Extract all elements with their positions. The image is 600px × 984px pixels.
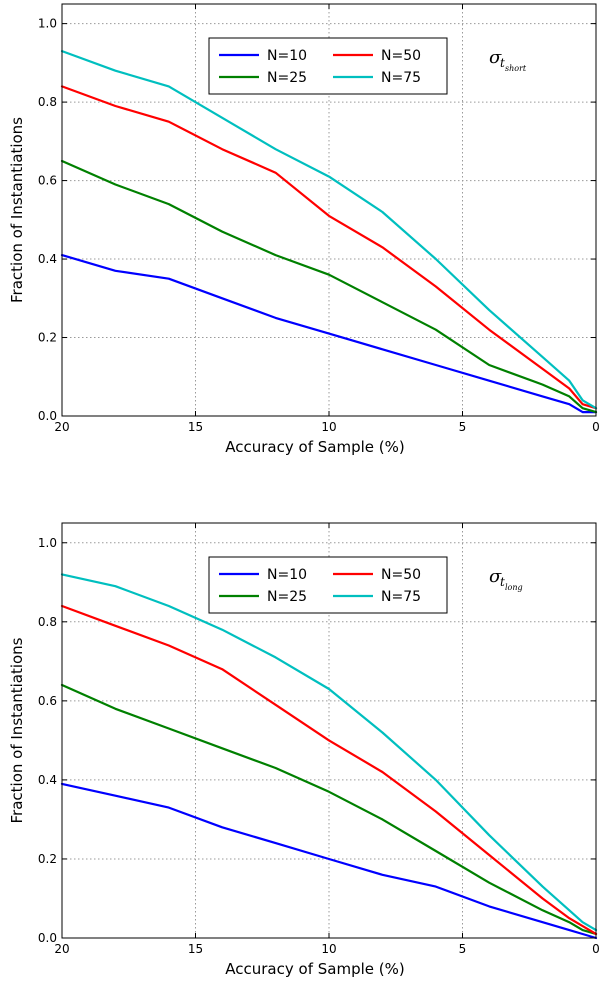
- y-tick-label: 1.0: [38, 17, 57, 31]
- x-tick-label: 5: [459, 420, 467, 434]
- y-tick-label: 0.6: [38, 694, 57, 708]
- series-line-n-50: [60, 604, 598, 936]
- y-tick-label: 0.4: [38, 252, 57, 266]
- x-tick-label: 20: [54, 420, 69, 434]
- y-axis-label: Fraction of Instantiations: [8, 637, 26, 823]
- x-tick-label: 15: [188, 942, 203, 956]
- legend-label: N=25: [267, 589, 307, 605]
- y-tick-label: 0.2: [38, 852, 57, 866]
- sigma-annotation: σt long: [489, 566, 523, 592]
- legend-label: N=25: [267, 70, 307, 86]
- legend-label: N=75: [381, 589, 421, 605]
- x-tick-label: 10: [321, 420, 336, 434]
- legend-label: N=50: [381, 567, 421, 583]
- x-tick-label: 15: [188, 420, 203, 434]
- series-line-n-75: [60, 573, 598, 932]
- legend-label: N=75: [381, 70, 421, 86]
- y-tick-label: 0.4: [38, 773, 57, 787]
- y-tick-label: 0.0: [38, 931, 57, 945]
- x-axis-label: Accuracy of Sample (%): [225, 960, 404, 978]
- y-tick-label: 0.8: [38, 95, 57, 109]
- chart-panel-1: 20 15 10 5 0 0.0 0.2 0.4 0.6 0.8 1.0 Accuracy of Sa…: [8, 3, 600, 456]
- annotation-symbol: σ: [489, 47, 502, 68]
- y-tick-label: 1.0: [38, 536, 57, 550]
- annotation-symbol: σ: [489, 566, 502, 587]
- series-line-n-10: [60, 254, 598, 414]
- x-axis-label: Accuracy of Sample (%): [225, 438, 404, 456]
- legend-label: N=10: [267, 48, 307, 64]
- annotation-subsubscript: short: [505, 64, 527, 73]
- series-line-n-25: [60, 159, 598, 414]
- y-tick-label: 0.0: [38, 409, 57, 423]
- y-tick-label: 0.2: [38, 331, 57, 345]
- legend-box: [208, 556, 448, 614]
- series-line-n-50: [60, 85, 598, 410]
- y-tick-label: 0.8: [38, 615, 57, 629]
- y-tick-label: 0.6: [38, 174, 57, 188]
- sigma-annotation: σt short: [489, 47, 527, 73]
- annotation-subscript: t: [500, 56, 505, 70]
- x-tick-label: 5: [459, 942, 467, 956]
- y-axis-label: Fraction of Instantiations: [8, 117, 26, 303]
- annotation-subscript: t: [500, 575, 505, 589]
- annotation-subsubscript: long: [505, 583, 523, 592]
- legend-box: [208, 37, 448, 95]
- legend: N=10 N=50 N=25 N=75: [208, 556, 448, 614]
- legend: N=10 N=50 N=25 N=75: [208, 37, 448, 95]
- chart-panel-2: 20 15 10 5 0 0.0 0.2 0.4 0.6 0.8 1.0 Accuracy of Sa…: [8, 522, 600, 978]
- x-tick-label: 20: [54, 942, 69, 956]
- series-line-n-10: [60, 782, 598, 940]
- x-tick-label: 10: [321, 942, 336, 956]
- x-tick-label: 0: [592, 942, 600, 956]
- x-tick-label: 0: [592, 420, 600, 434]
- series-line-n-25: [60, 683, 598, 936]
- legend-label: N=50: [381, 48, 421, 64]
- series-line-n-75: [60, 49, 598, 410]
- legend-label: N=10: [267, 567, 307, 583]
